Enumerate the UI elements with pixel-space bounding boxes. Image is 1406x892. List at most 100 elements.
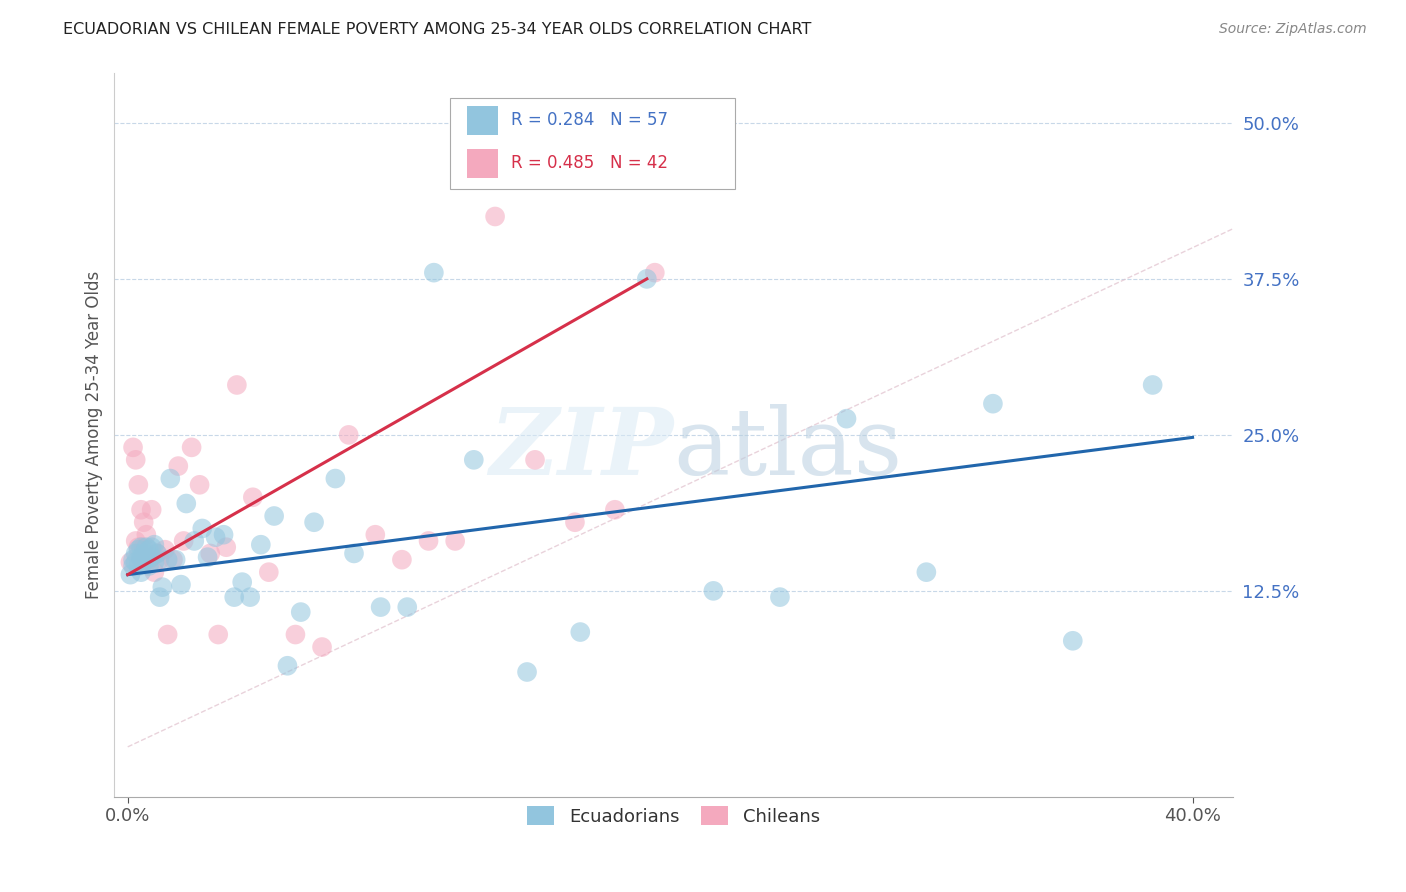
Point	[127, 558, 149, 573]
Point	[170, 577, 193, 591]
Point	[418, 533, 440, 548]
Point	[290, 605, 312, 619]
Point	[143, 565, 166, 579]
Point	[138, 552, 160, 566]
FancyBboxPatch shape	[450, 98, 735, 189]
Point	[224, 590, 246, 604]
Point	[183, 533, 205, 548]
Point	[159, 472, 181, 486]
Text: atlas: atlas	[673, 404, 903, 494]
FancyBboxPatch shape	[467, 149, 498, 178]
Point	[149, 590, 172, 604]
Point	[138, 558, 160, 573]
Point	[127, 477, 149, 491]
Point	[138, 542, 160, 557]
Point	[212, 527, 235, 541]
Point	[132, 515, 155, 529]
Point	[127, 542, 149, 557]
Point	[129, 565, 152, 579]
Point	[325, 472, 347, 486]
Point	[129, 502, 152, 516]
Point	[127, 540, 149, 554]
Point	[125, 555, 148, 569]
Point	[225, 378, 247, 392]
Point	[129, 540, 152, 554]
Point	[250, 538, 273, 552]
Point	[156, 552, 179, 566]
Point	[125, 453, 148, 467]
Point	[204, 530, 226, 544]
Legend: Ecuadorians, Chileans: Ecuadorians, Chileans	[519, 797, 828, 835]
Point	[135, 555, 157, 569]
Point	[146, 546, 169, 560]
Point	[165, 552, 187, 566]
Point	[835, 411, 858, 425]
Point	[1142, 378, 1164, 392]
Point	[702, 583, 724, 598]
Point	[396, 600, 419, 615]
Point	[197, 550, 219, 565]
Point	[215, 540, 238, 554]
Point	[423, 266, 446, 280]
Point	[284, 627, 307, 641]
Point	[122, 552, 145, 566]
Point	[173, 533, 195, 548]
Point	[129, 550, 152, 565]
Point	[636, 272, 658, 286]
Point	[141, 502, 163, 516]
Point	[569, 625, 592, 640]
Point	[524, 453, 547, 467]
Point	[156, 627, 179, 641]
Point	[276, 658, 298, 673]
Point	[191, 521, 214, 535]
Point	[143, 538, 166, 552]
Point	[135, 527, 157, 541]
Point	[188, 477, 211, 491]
Y-axis label: Female Poverty Among 25-34 Year Olds: Female Poverty Among 25-34 Year Olds	[86, 271, 103, 599]
Point	[141, 550, 163, 565]
Point	[180, 441, 202, 455]
Text: R = 0.485   N = 42: R = 0.485 N = 42	[512, 154, 668, 172]
Point	[915, 565, 938, 579]
Point	[149, 552, 172, 566]
Text: ZIP: ZIP	[489, 404, 673, 494]
Point	[463, 453, 485, 467]
Point	[120, 555, 142, 569]
Point	[153, 542, 176, 557]
Point	[1062, 633, 1084, 648]
Point	[132, 540, 155, 554]
Point	[242, 490, 264, 504]
Point	[516, 665, 538, 679]
Point	[603, 502, 626, 516]
FancyBboxPatch shape	[467, 106, 498, 135]
Point	[564, 515, 586, 529]
Point	[141, 540, 163, 554]
Point	[644, 266, 666, 280]
Point	[391, 552, 413, 566]
Point	[125, 533, 148, 548]
Point	[484, 210, 506, 224]
Point	[981, 397, 1004, 411]
Point	[135, 552, 157, 566]
Point	[337, 428, 360, 442]
Point	[132, 546, 155, 560]
Point	[343, 546, 366, 560]
Text: ECUADORIAN VS CHILEAN FEMALE POVERTY AMONG 25-34 YEAR OLDS CORRELATION CHART: ECUADORIAN VS CHILEAN FEMALE POVERTY AMO…	[63, 22, 811, 37]
Point	[150, 580, 173, 594]
Point	[444, 533, 467, 548]
Point	[125, 546, 148, 560]
Point	[132, 555, 155, 569]
Point	[146, 546, 169, 560]
Point	[311, 640, 333, 654]
Text: Source: ZipAtlas.com: Source: ZipAtlas.com	[1219, 22, 1367, 37]
Point	[129, 552, 152, 566]
Point	[239, 590, 262, 604]
Point	[200, 546, 222, 560]
Point	[174, 496, 197, 510]
Point	[263, 508, 285, 523]
Point	[302, 515, 325, 529]
Point	[257, 565, 280, 579]
Point	[769, 590, 792, 604]
Point	[231, 575, 253, 590]
Point	[135, 540, 157, 554]
